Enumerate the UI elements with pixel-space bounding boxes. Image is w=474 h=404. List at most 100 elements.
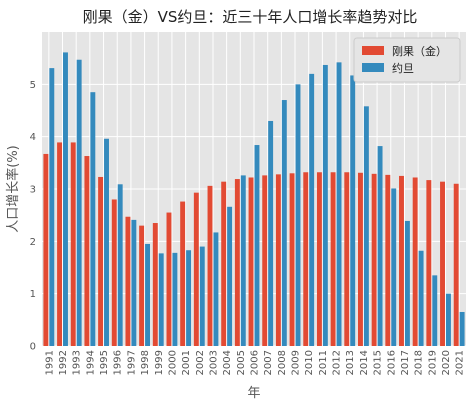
bar-jordan-1998 xyxy=(145,243,151,346)
bar-drc-2011 xyxy=(316,172,322,346)
x-axis-label: 年 xyxy=(247,386,260,401)
bar-jordan-1993 xyxy=(76,59,82,347)
x-tick-label: 2001 xyxy=(181,350,192,375)
bar-drc-2015 xyxy=(371,173,377,346)
bar-drc-2000 xyxy=(166,212,172,346)
bar-jordan-2002 xyxy=(199,246,205,346)
bar-drc-2020 xyxy=(440,181,445,346)
x-tick-label: 2007 xyxy=(263,350,274,375)
bar-drc-2013 xyxy=(344,172,350,346)
bars xyxy=(43,52,465,347)
bar-jordan-2009 xyxy=(295,84,301,346)
bar-drc-2008 xyxy=(275,174,281,346)
x-tick-label: 1995 xyxy=(99,350,110,375)
legend-swatch xyxy=(362,63,384,72)
bar-jordan-2012 xyxy=(336,62,342,346)
bar-drc-2007 xyxy=(262,175,268,346)
bar-drc-2009 xyxy=(289,173,295,346)
bar-jordan-2015 xyxy=(377,146,383,346)
bar-jordan-2021 xyxy=(459,311,465,346)
bar-drc-2018 xyxy=(412,177,418,346)
x-tick-label: 2020 xyxy=(441,350,452,375)
bar-drc-1993 xyxy=(70,142,76,346)
bar-jordan-2010 xyxy=(309,73,315,346)
x-tick-label: 2021 xyxy=(455,350,466,375)
bar-jordan-2017 xyxy=(404,220,410,346)
legend-swatch xyxy=(362,46,384,55)
x-tick-label: 1997 xyxy=(126,350,137,375)
bar-drc-2001 xyxy=(180,201,186,346)
bar-drc-2014 xyxy=(357,172,363,346)
bar-drc-2004 xyxy=(221,181,227,346)
bar-drc-1998 xyxy=(139,225,145,346)
x-tick-label: 2009 xyxy=(291,350,302,375)
legend-label: 刚果（金） xyxy=(392,44,447,58)
x-tick-label: 2015 xyxy=(373,350,384,375)
bar-jordan-2013 xyxy=(350,75,356,346)
bar-jordan-2020 xyxy=(445,293,451,346)
bar-drc-1995 xyxy=(98,176,104,346)
bar-drc-1996 xyxy=(111,199,117,346)
y-axis-label: 人口增长率(%) xyxy=(5,145,21,233)
bar-drc-1991 xyxy=(43,153,49,346)
bar-jordan-2001 xyxy=(186,250,192,346)
bar-jordan-1994 xyxy=(90,92,96,346)
bar-drc-2003 xyxy=(207,185,213,346)
chart-title: 刚果（金）VS约旦：近三十年人口增长率趋势对比 xyxy=(83,8,418,26)
bar-jordan-2019 xyxy=(432,275,438,346)
y-tick-label: 3 xyxy=(30,185,36,196)
x-tick-label: 2002 xyxy=(195,350,206,375)
bar-drc-2021 xyxy=(453,183,459,346)
x-tick-label: 1993 xyxy=(72,350,83,375)
x-tick-label: 2017 xyxy=(400,350,411,375)
legend-label: 约旦 xyxy=(392,62,414,75)
bar-drc-2017 xyxy=(399,175,404,346)
x-tick-label: 2003 xyxy=(208,350,219,375)
bar-drc-2006 xyxy=(248,177,254,346)
x-tick-label: 1998 xyxy=(140,350,151,375)
bar-jordan-2014 xyxy=(363,106,369,347)
bar-jordan-1999 xyxy=(158,253,164,346)
bar-drc-1997 xyxy=(125,216,131,346)
x-tick-label: 1999 xyxy=(154,350,165,375)
x-tick-label: 2012 xyxy=(332,350,343,375)
x-tick-label: 1994 xyxy=(85,350,96,375)
bar-jordan-2005 xyxy=(240,175,246,346)
x-tick-label: 2005 xyxy=(236,350,247,375)
bar-jordan-2000 xyxy=(172,252,178,346)
x-tick-label: 2016 xyxy=(386,350,397,375)
y-tick-label: 1 xyxy=(30,289,36,300)
y-tick-label: 4 xyxy=(30,132,36,143)
x-tick-label: 1991 xyxy=(44,350,55,375)
x-tick-label: 2008 xyxy=(277,350,288,375)
x-tick-label: 2004 xyxy=(222,350,233,375)
bar-jordan-2008 xyxy=(281,100,287,347)
bar-jordan-2003 xyxy=(213,232,219,346)
bar-drc-1992 xyxy=(57,142,63,346)
x-tick-label: 2006 xyxy=(250,350,261,375)
bar-drc-2005 xyxy=(234,179,240,346)
bar-jordan-2006 xyxy=(254,145,260,346)
x-tick-labels: 1991 1992 1993 1994 1995 1996 1997 1998 1999 2000… xyxy=(44,350,465,375)
bar-drc-2016 xyxy=(385,174,391,346)
bar-drc-2002 xyxy=(193,192,199,346)
bar-drc-1994 xyxy=(84,156,90,346)
bar-jordan-1997 xyxy=(131,219,137,346)
bar-drc-2019 xyxy=(426,180,432,346)
y-tick-label: 0 xyxy=(30,342,36,353)
bar-jordan-2016 xyxy=(391,188,397,346)
legend: 刚果（金） 约旦 xyxy=(353,37,461,83)
y-tick-label: 2 xyxy=(30,237,36,248)
x-tick-label: 2000 xyxy=(167,350,178,375)
x-tick-label: 2014 xyxy=(359,350,370,375)
bar-jordan-2018 xyxy=(418,250,424,346)
x-tick-label: 2018 xyxy=(414,350,425,375)
x-tick-label: 2013 xyxy=(345,350,356,375)
x-tick-label: 2010 xyxy=(304,350,315,375)
bar-drc-1999 xyxy=(152,223,158,346)
x-tick-label: 1996 xyxy=(113,350,124,375)
x-tick-label: 2011 xyxy=(318,350,329,375)
bar-jordan-2011 xyxy=(322,64,328,346)
bar-jordan-1992 xyxy=(63,52,68,346)
bar-jordan-1996 xyxy=(117,184,123,346)
